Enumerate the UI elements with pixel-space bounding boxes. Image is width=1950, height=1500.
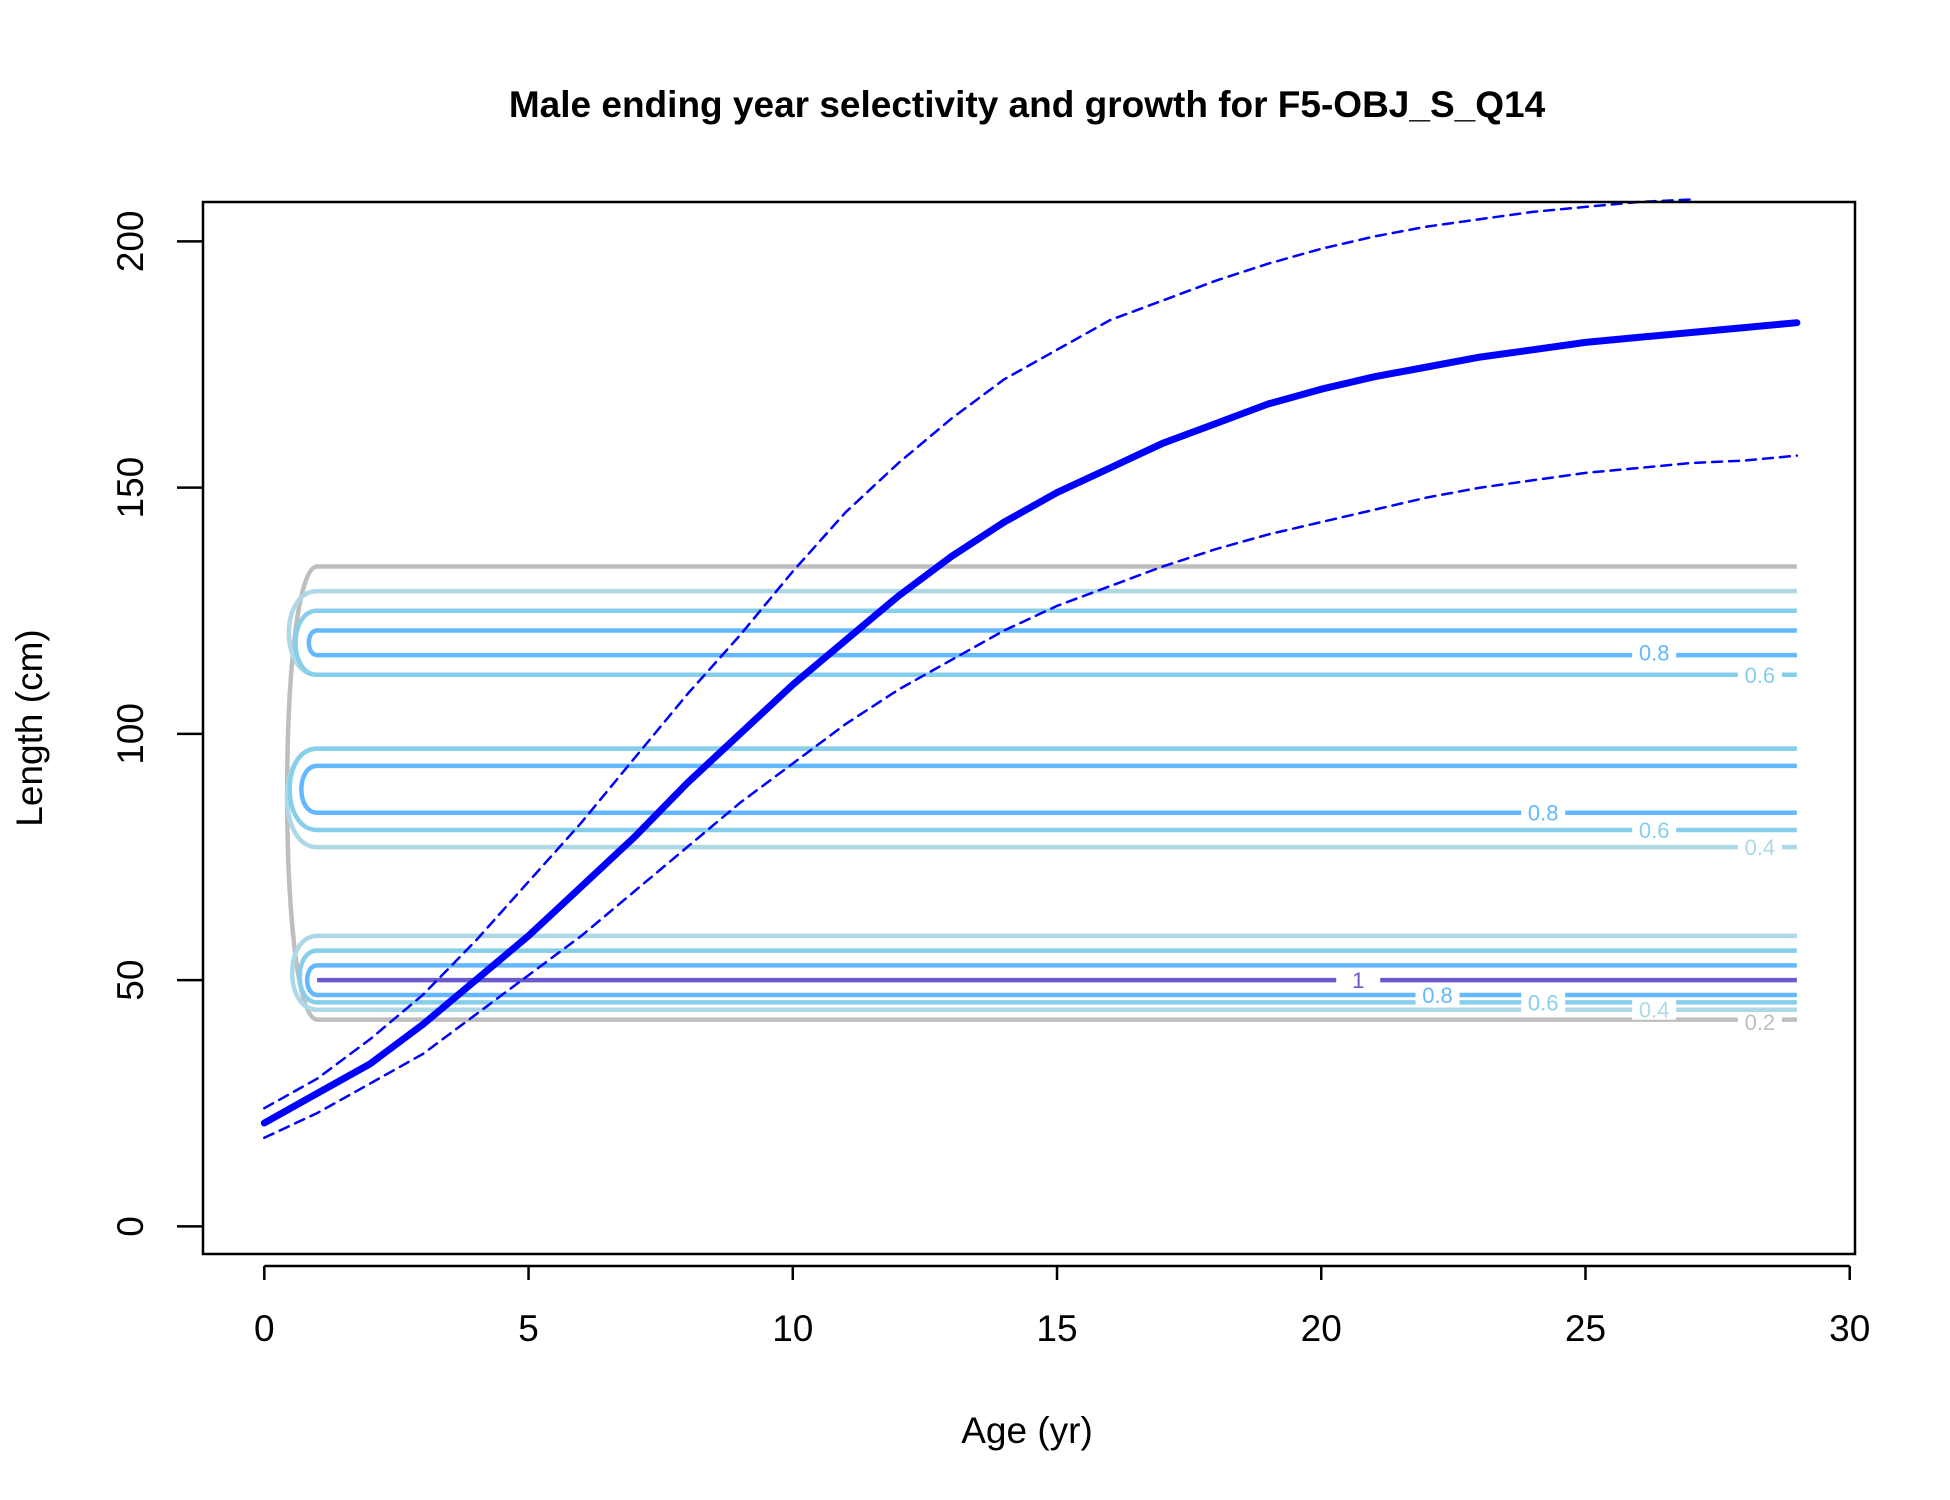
contour-label-gap: [1632, 999, 1677, 1020]
x-axis: 0 5 10 15 20 25 30: [254, 1264, 1870, 1349]
contour-label: 0.6: [1639, 818, 1670, 843]
upper-interval-line: [263, 198, 1693, 1110]
y-tick-label: 200: [110, 211, 151, 273]
contour-label-gap: [1336, 970, 1381, 991]
contour-label: 0.4: [1639, 998, 1670, 1023]
contour-label: 0.8: [1639, 641, 1670, 666]
contour-label-gap: [1632, 819, 1677, 840]
y-tick-label: 0: [110, 1216, 151, 1237]
x-tick-label: 15: [1036, 1308, 1077, 1349]
series-layer: [260, 198, 1801, 1140]
contour-label-layer: 0.8 0.6 0.8 0.6 0.4 1 0.8 0.6 0.4 0.2: [1336, 641, 1782, 1035]
contour-label-gap: [1737, 664, 1782, 685]
contour-line-0-8: [306, 628, 1797, 658]
plot-frame: [201, 200, 1857, 1256]
contour-label: 0.4: [1745, 835, 1776, 860]
contour-line-0-4: [289, 933, 1797, 1012]
x-tick-label: 30: [1829, 1308, 1870, 1349]
contour-layer: [284, 564, 1797, 1022]
contour-line-0-6: [293, 608, 1797, 678]
contour-line-0-6: [287, 746, 1797, 833]
contour-label-gap: [1737, 1012, 1782, 1033]
contour-label: 0.6: [1528, 990, 1559, 1015]
contour-label-gap: [1737, 837, 1782, 858]
contour-label-gap: [1415, 984, 1460, 1005]
y-tick-label: 100: [110, 703, 151, 765]
contour-line-0-8: [299, 763, 1797, 815]
contour-line-0-8: [304, 963, 1797, 998]
x-tick-label: 5: [518, 1308, 539, 1349]
y-tick-label: 50: [110, 960, 151, 1001]
contour-label: 0.8: [1528, 801, 1559, 826]
contour-label: 0.8: [1422, 983, 1453, 1008]
y-tick-label: 150: [110, 457, 151, 519]
contour-label-gap: [1521, 992, 1566, 1013]
contour-label-gap: [1521, 802, 1566, 823]
y-axis: 0 50 100 150 200: [110, 211, 203, 1237]
y-axis-label: Length (cm): [9, 629, 50, 826]
contour-label: 1: [1352, 968, 1364, 993]
mean-length-line: [260, 319, 1801, 1127]
x-axis-label: Age (yr): [961, 1410, 1093, 1451]
chart-title: Male ending year selectivity and growth …: [509, 84, 1546, 125]
contour-line-0-6: [297, 948, 1797, 1005]
x-tick-label: 10: [772, 1308, 813, 1349]
contour-label: 0.6: [1745, 663, 1776, 688]
x-tick-label: 20: [1301, 1308, 1342, 1349]
contour-label-gap: [1632, 642, 1677, 663]
contour-label: 0.2: [1745, 1010, 1776, 1035]
x-tick-label: 0: [254, 1308, 275, 1349]
x-tick-label: 25: [1565, 1308, 1606, 1349]
